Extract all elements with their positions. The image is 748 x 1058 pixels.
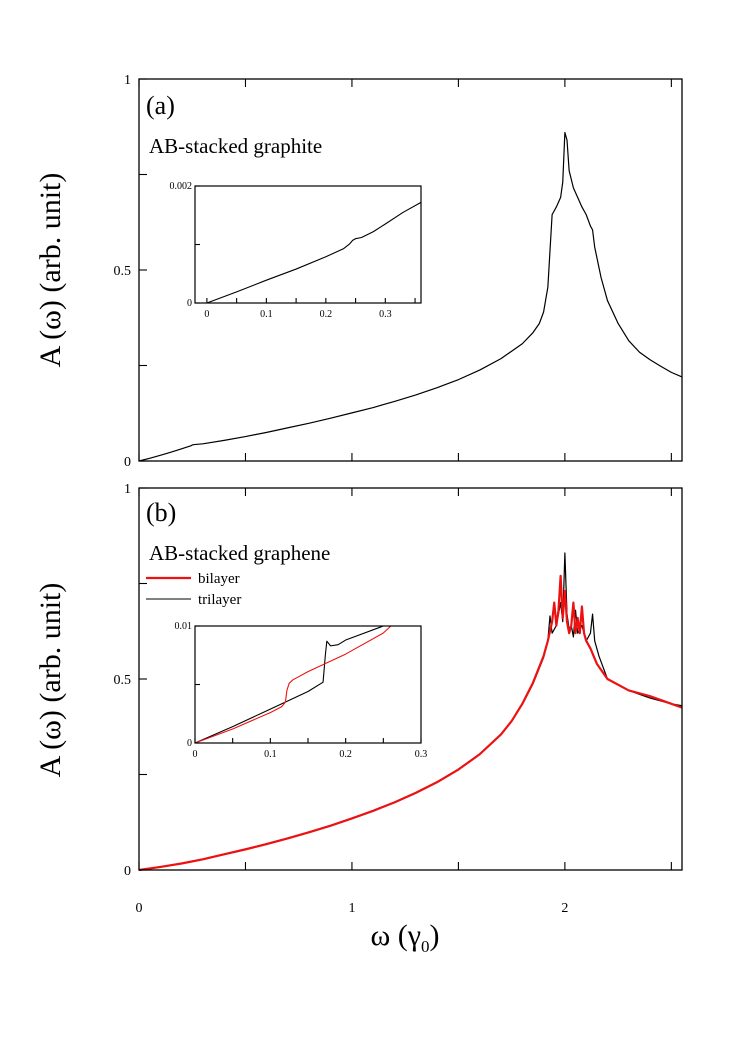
x-axis-label: ω (γ0): [371, 919, 440, 956]
panel-b-legend: bilayer trilayer: [146, 571, 241, 608]
panel-b-xtick-label: 2: [561, 901, 568, 916]
panel-a-inset-ytick-label: 0.002: [170, 181, 193, 192]
panel-b-label: (b): [146, 498, 176, 527]
panel-b-ytick-label: 0.5: [114, 673, 132, 688]
panel-b-inset-axes: 0 0.1 0.2 0.3 0 0.01: [175, 621, 428, 760]
panel-b-curves: [138, 552, 683, 872]
panel-b-inset-ytick-label: 0.01: [175, 621, 193, 632]
panel-b-xtick-label: 1: [348, 901, 355, 916]
panel-b-ytick-label: 0: [124, 864, 131, 879]
panel-a-ytick-label: 0: [124, 455, 131, 470]
panel-b-inset-xtick-label: 0.3: [415, 749, 428, 760]
panel-a-curves: [138, 131, 683, 462]
panel-b-inset-series-bilayer: [194, 625, 392, 744]
panel-b: 0 1 2 0 0.5 1 (b) AB-stacked graphene A (ω) (…: [34, 482, 683, 916]
panel-b-axes: 0 1 2 0 0.5 1: [114, 482, 672, 916]
panel-a-ylabel: A (ω) (arb. unit): [34, 173, 67, 368]
legend-label-bilayer: bilayer: [198, 571, 240, 587]
panel-a-label: (a): [146, 91, 175, 120]
panel-a-inset-ytick-label: 0: [187, 298, 192, 309]
panel-b-title: AB-stacked graphene: [149, 541, 330, 565]
legend-label-trilayer: trilayer: [198, 592, 241, 608]
panel-a-inset-curves: [206, 201, 422, 304]
panel-a-inset-xtick-label: 0: [204, 309, 209, 320]
panel-a-ytick-label: 0.5: [114, 264, 132, 279]
panel-b-inset-background: [195, 626, 421, 743]
x-axis-label-main: ω (γ: [371, 919, 422, 952]
panel-b-inset-curves: [194, 625, 392, 744]
panel-b-inset-xtick-label: 0.2: [339, 749, 352, 760]
panel-b-inset-xtick-label: 0.1: [264, 749, 277, 760]
panel-a-inset-axes: 0 0.1 0.2 0.3 0 0.002: [170, 181, 416, 320]
panel-a-inset-xtick-label: 0.3: [379, 309, 392, 320]
panel-a-series-1: [138, 131, 683, 462]
panel-b-xtick-label: 0: [136, 901, 143, 916]
panel-a-inset-xtick-label: 0.2: [320, 309, 333, 320]
x-axis-label-subscript: 0: [421, 937, 430, 956]
panel-b-inset: 0 0.1 0.2 0.3 0 0.01: [175, 621, 428, 760]
panel-b-inset-ytick-label: 0: [187, 738, 192, 749]
panel-b-ylabel: A (ω) (arb. unit): [34, 583, 67, 778]
panel-a-inset-xtick-label: 0.1: [260, 309, 273, 320]
panel-a-ytick-label: 1: [124, 73, 131, 88]
panel-a-inset-series-1: [206, 201, 422, 304]
panel-a-title: AB-stacked graphite: [149, 134, 322, 158]
panel-b-inset-series-trilayer: [194, 625, 384, 744]
x-axis-label-close: ): [430, 919, 440, 952]
panel-b-series-bilayer: [138, 574, 683, 872]
panel-a: 00.51 (a) AB-stacked graphite A (ω) (arb…: [34, 73, 683, 470]
panel-a-axes: 00.51: [114, 73, 672, 470]
panel-a-inset-background: [195, 186, 421, 303]
panel-a-inset: 0 0.1 0.2 0.3 0 0.002: [170, 181, 422, 320]
panel-b-ytick-label: 1: [124, 482, 131, 497]
panel-b-inset-xtick-label: 0: [193, 749, 198, 760]
